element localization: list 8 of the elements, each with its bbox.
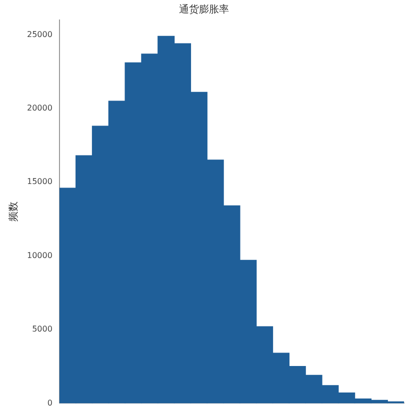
y-tick-label: 20000 bbox=[26, 104, 52, 113]
y-axis-title: 频数 bbox=[8, 202, 20, 222]
chart-title: 通货膨胀率 bbox=[179, 4, 229, 16]
y-tick-label: 5000 bbox=[32, 324, 52, 334]
y-tick-label: 15000 bbox=[26, 177, 52, 186]
y-tick-label: 10000 bbox=[26, 250, 52, 260]
y-tick-label: 25000 bbox=[26, 30, 52, 39]
y-tick-label: 0 bbox=[47, 398, 52, 408]
